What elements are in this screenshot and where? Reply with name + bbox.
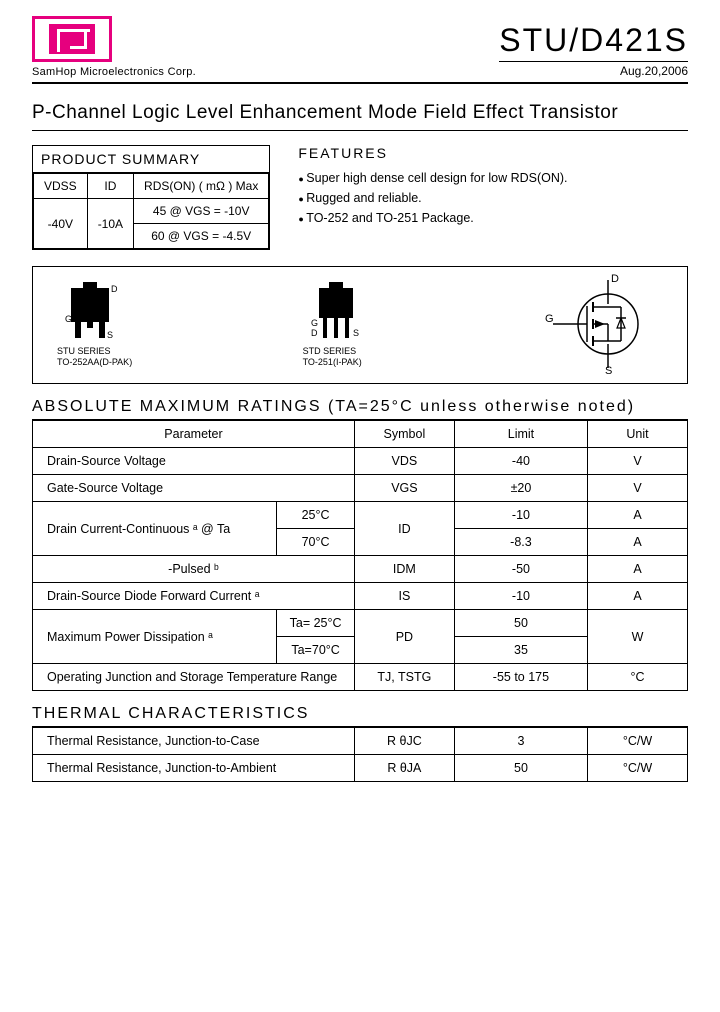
pkg1-line2: TO-252AA(D-PAK) <box>57 357 132 368</box>
r3-l1: -10 <box>454 502 587 529</box>
r2-limit: ±20 <box>454 475 587 502</box>
r2-unit: V <box>588 475 688 502</box>
r7-param: Operating Junction and Storage Temperatu… <box>33 664 355 691</box>
ratings-table: Parameter Symbol Limit Unit Drain-Source… <box>32 420 688 691</box>
r1-limit: -40 <box>454 448 587 475</box>
svg-text:S: S <box>107 330 113 340</box>
rds2-value: 60 @ VGS = -4.5V <box>134 224 269 249</box>
r3-u2: A <box>588 529 688 556</box>
pkg2-line1: STD SERIES <box>303 346 373 357</box>
svg-text:G: G <box>311 318 318 328</box>
to251-icon: G D S <box>303 282 373 344</box>
r6-l2: 35 <box>454 637 587 664</box>
vdss-value: -40V <box>34 199 88 249</box>
logo-block: SamHop Microelectronics Corp. <box>32 16 196 78</box>
r4-symbol: IDM <box>354 556 454 583</box>
r2-symbol: VGS <box>354 475 454 502</box>
r7-unit: °C <box>588 664 688 691</box>
r5-symbol: IS <box>354 583 454 610</box>
r6-unit: W <box>588 610 688 664</box>
r3-symbol: ID <box>354 502 454 556</box>
package-box: D G S STU SERIES TO-252AA(D-PAK) G D S S… <box>32 266 688 384</box>
feature-item: TO-252 and TO-251 Package. <box>298 211 688 225</box>
summary-table: VDSS ID RDS(ON) ( mΩ ) Max -40V -10A 45 … <box>33 173 269 249</box>
mosfet-symbol-icon: D G S <box>543 274 663 374</box>
feature-item: Rugged and reliable. <box>298 191 688 205</box>
svg-text:S: S <box>605 365 612 374</box>
svg-text:G: G <box>545 313 554 325</box>
r1-unit: V <box>588 448 688 475</box>
rds1-value: 45 @ VGS = -10V <box>134 199 269 224</box>
part-number: STU/D421S <box>499 22 688 59</box>
summary-title: PRODUCT SUMMARY <box>33 146 269 173</box>
r3-t1: 25°C <box>277 502 355 529</box>
th-r2-unit: °C/W <box>588 755 688 782</box>
r5-unit: A <box>588 583 688 610</box>
id-value: -10A <box>87 199 133 249</box>
mosfet-symbol: D G S <box>543 274 663 377</box>
r6-l1: 50 <box>454 610 587 637</box>
col-vdss: VDSS <box>34 174 88 199</box>
r5-param: Drain-Source Diode Forward Current ᵃ <box>33 583 355 610</box>
svg-text:G: G <box>65 314 72 324</box>
r4-limit: -50 <box>454 556 587 583</box>
ratings-title: ABSOLUTE MAXIMUM RATINGS (TA=25°C unless… <box>32 398 688 420</box>
r3-l2: -8.3 <box>454 529 587 556</box>
r4-unit: A <box>588 556 688 583</box>
r6-t1: Ta= 25°C <box>277 610 355 637</box>
product-summary-box: PRODUCT SUMMARY VDSS ID RDS(ON) ( mΩ ) M… <box>32 145 270 250</box>
r6-param: Maximum Power Dissipation ᵃ <box>33 610 277 664</box>
th-limit: Limit <box>454 421 587 448</box>
th-r1-val: 3 <box>454 728 587 755</box>
feature-item: Super high dense cell design for low RDS… <box>298 171 688 185</box>
th-r2-val: 50 <box>454 755 587 782</box>
features-block: FEATURES Super high dense cell design fo… <box>298 145 688 250</box>
pkg2-line2: TO-251(I-PAK) <box>303 357 373 368</box>
svg-text:S: S <box>353 328 359 338</box>
r1-symbol: VDS <box>354 448 454 475</box>
svg-text:D: D <box>311 328 318 338</box>
title-block: STU/D421S Aug.20,2006 <box>499 22 688 78</box>
pkg1-line1: STU SERIES <box>57 346 132 357</box>
r6-symbol: PD <box>354 610 454 664</box>
header: SamHop Microelectronics Corp. STU/D421S … <box>32 16 688 84</box>
col-id: ID <box>87 174 133 199</box>
company-name: SamHop Microelectronics Corp. <box>32 66 196 78</box>
r7-symbol: TJ, TSTG <box>354 664 454 691</box>
svg-text:D: D <box>611 274 619 285</box>
company-logo <box>32 16 112 62</box>
package-to252: D G S STU SERIES TO-252AA(D-PAK) <box>57 282 132 368</box>
r3-param: Drain Current-Continuous ᵃ @ Ta <box>33 502 277 556</box>
svg-text:D: D <box>111 284 118 294</box>
to252-icon: D G S <box>57 282 127 344</box>
th-r1-symbol: R θJC <box>354 728 454 755</box>
r7-limit: -55 to 175 <box>454 664 587 691</box>
th-r2-param: Thermal Resistance, Junction-to-Ambient <box>33 755 355 782</box>
publish-date: Aug.20,2006 <box>499 61 688 78</box>
th-symbol: Symbol <box>354 421 454 448</box>
divider <box>32 130 688 131</box>
r5-limit: -10 <box>454 583 587 610</box>
package-to251: G D S STD SERIES TO-251(I-PAK) <box>303 282 373 368</box>
col-rds: RDS(ON) ( mΩ ) Max <box>134 174 269 199</box>
th-r2-symbol: R θJA <box>354 755 454 782</box>
th-param: Parameter <box>33 421 355 448</box>
th-r1-param: Thermal Resistance, Junction-to-Case <box>33 728 355 755</box>
r4-param: -Pulsed ᵇ <box>33 556 355 583</box>
features-title: FEATURES <box>298 145 688 161</box>
r6-t2: Ta=70°C <box>277 637 355 664</box>
th-unit: Unit <box>588 421 688 448</box>
r3-u1: A <box>588 502 688 529</box>
r3-t2: 70°C <box>277 529 355 556</box>
document-subtitle: P-Channel Logic Level Enhancement Mode F… <box>32 102 688 124</box>
summary-features-row: PRODUCT SUMMARY VDSS ID RDS(ON) ( mΩ ) M… <box>32 145 688 250</box>
thermal-table: Thermal Resistance, Junction-to-Case R θ… <box>32 727 688 782</box>
r1-param: Drain-Source Voltage <box>33 448 355 475</box>
th-r1-unit: °C/W <box>588 728 688 755</box>
r2-param: Gate-Source Voltage <box>33 475 355 502</box>
thermal-title: THERMAL CHARACTERISTICS <box>32 705 688 727</box>
